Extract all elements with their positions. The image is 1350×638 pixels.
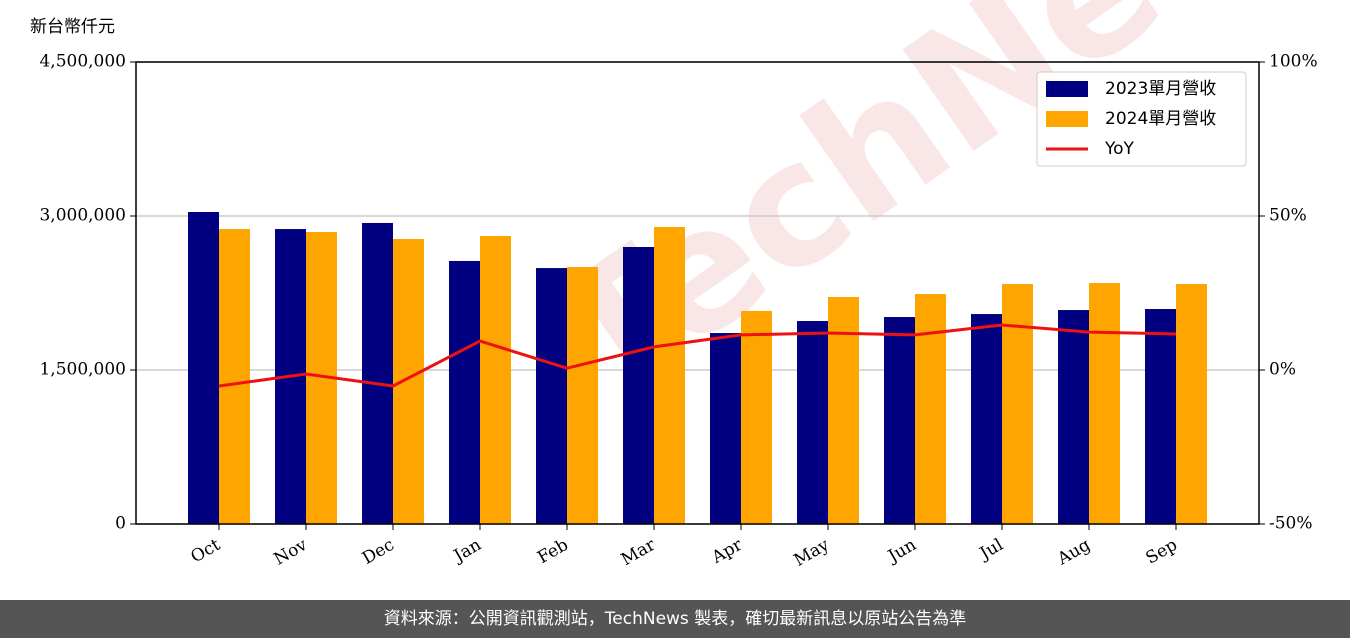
bar xyxy=(567,267,598,524)
legend-box xyxy=(1036,71,1247,167)
legend-swatch xyxy=(1046,81,1088,97)
legend-swatch xyxy=(1046,111,1088,127)
y2-tick-label: -50% xyxy=(1269,514,1313,534)
bar xyxy=(219,229,250,524)
legend-label: 2024單月營收 xyxy=(1105,109,1216,129)
bar xyxy=(1145,309,1176,524)
bar xyxy=(623,247,654,524)
bar xyxy=(797,321,828,524)
y-tick-label: 1,500,000 xyxy=(39,360,126,380)
bar xyxy=(915,294,946,524)
bar xyxy=(393,238,424,525)
bar xyxy=(449,260,480,524)
y2-tick-label: 50% xyxy=(1269,206,1307,226)
footer-bar xyxy=(0,600,1350,638)
x-tick-label: Mar xyxy=(618,534,660,570)
y-tick-label: 4,500,000 xyxy=(39,52,126,72)
legend-label: YoY xyxy=(1104,139,1135,159)
bar xyxy=(971,314,1002,524)
footer: 資料來源：公開資訊觀測站，TechNews 製表，確切最新訊息以原站公告為準 xyxy=(384,609,966,629)
x-tick-label: Dec xyxy=(359,535,398,569)
y-tick-label: 3,000,000 xyxy=(39,206,126,226)
bar xyxy=(884,317,915,524)
bar xyxy=(1089,283,1120,524)
bar xyxy=(828,297,859,524)
x-tick-label: Apr xyxy=(708,534,747,568)
x-tick-label: Jun xyxy=(883,535,920,568)
y-axis-label: 新台幣仟元 xyxy=(30,17,115,37)
x-tick-label: Nov xyxy=(271,535,311,570)
plot-frame xyxy=(135,61,1260,525)
bar xyxy=(480,236,511,524)
bar xyxy=(654,226,685,524)
bar xyxy=(1058,310,1089,524)
x-tick-label: Sep xyxy=(1143,535,1181,569)
bar xyxy=(741,310,772,524)
bar xyxy=(710,333,741,524)
x-tick-label: Jan xyxy=(449,535,485,567)
x-tick-label: Aug xyxy=(1053,535,1094,570)
bar xyxy=(1176,283,1207,524)
bar xyxy=(188,211,219,524)
y2-tick-label: 100% xyxy=(1269,52,1318,72)
legend-label: 2023單月營收 xyxy=(1105,79,1216,99)
x-tick-label: May xyxy=(791,535,834,571)
x-tick-label: Oct xyxy=(188,535,224,568)
x-tick-label: Feb xyxy=(534,535,572,568)
yoy-line xyxy=(218,323,1177,388)
x-tick-label: Jul xyxy=(975,535,1007,565)
bar xyxy=(1002,283,1033,524)
bar xyxy=(536,268,567,524)
bar xyxy=(362,222,393,525)
y2-tick-label: 0% xyxy=(1269,360,1296,380)
y-tick-label: 0 xyxy=(115,514,126,534)
